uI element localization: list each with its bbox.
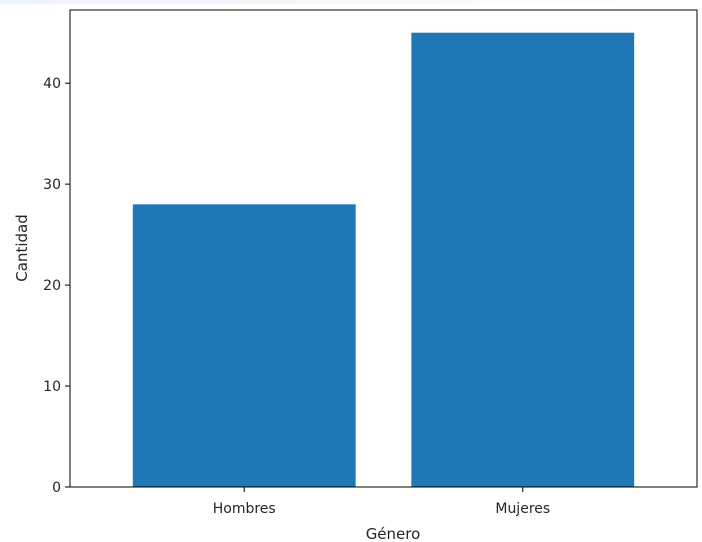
x-tick-label: Hombres [213, 501, 276, 517]
y-tick-label: 30 [43, 177, 61, 193]
plot-frame [69, 9, 698, 488]
bar-hombres [132, 204, 356, 488]
bar-mujeres [411, 32, 635, 487]
y-tick-label: 0 [52, 480, 61, 496]
y-axis: 0 10 20 30 40 [43, 76, 70, 496]
bars-group [132, 32, 635, 488]
y-tick-label: 40 [43, 76, 61, 92]
y-axis-label: Cantidad [13, 214, 31, 281]
y-tick-label: 10 [43, 379, 61, 395]
y-tick-label: 20 [43, 278, 61, 294]
top-background-strip [0, 0, 702, 4]
x-axis-label: Género [366, 525, 421, 542]
x-tick-label: Mujeres [495, 501, 550, 517]
x-axis: Hombres Mujeres [213, 487, 550, 517]
